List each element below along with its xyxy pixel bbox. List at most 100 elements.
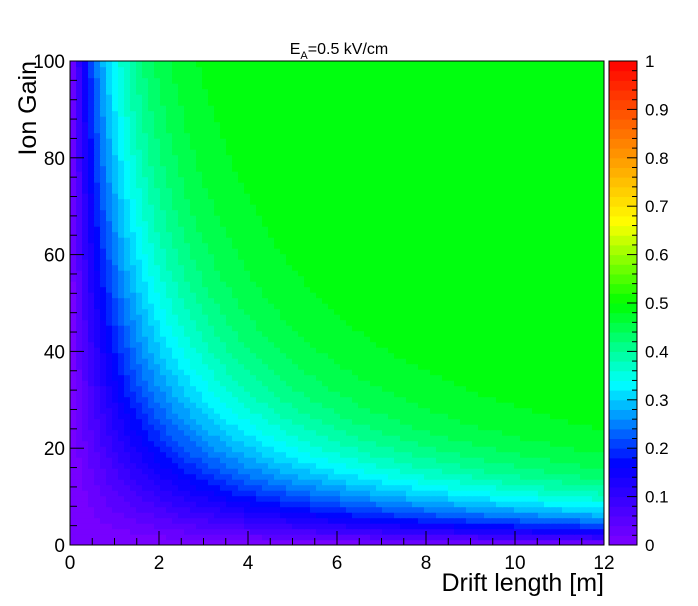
heatmap-cell: [592, 418, 599, 425]
heatmap-cell: [340, 528, 347, 535]
heatmap-cell: [88, 440, 95, 447]
heatmap-cell: [274, 495, 281, 502]
heatmap-cell: [94, 517, 101, 524]
heatmap-cell: [232, 413, 239, 420]
heatmap-cell: [190, 286, 197, 293]
heatmap-cell: [304, 358, 311, 365]
heatmap-cell: [490, 237, 497, 244]
heatmap-cell: [376, 490, 383, 497]
heatmap-cell: [520, 451, 527, 458]
heatmap-cell: [436, 473, 443, 480]
heatmap-cell: [328, 352, 335, 359]
heatmap-cell: [262, 319, 269, 326]
heatmap-cell: [100, 358, 107, 365]
heatmap-cell: [88, 341, 95, 348]
heatmap-cell: [190, 440, 197, 447]
heatmap-cell: [340, 248, 347, 255]
heatmap-cell: [520, 336, 527, 343]
heatmap-cell: [388, 396, 395, 403]
heatmap-cell: [202, 352, 209, 359]
heatmap-cell: [496, 402, 503, 409]
heatmap-cell: [466, 297, 473, 304]
heatmap-cell: [196, 539, 203, 545]
heatmap-cell: [436, 330, 443, 337]
heatmap-cell: [418, 325, 425, 332]
heatmap-cell: [172, 314, 179, 321]
heatmap-cell: [352, 385, 359, 392]
heatmap-cell: [562, 528, 569, 535]
heatmap-cell: [346, 440, 353, 447]
heatmap-cell: [562, 490, 569, 497]
heatmap-cell: [178, 413, 185, 420]
heatmap-cell: [316, 429, 323, 436]
heatmap-cell: [352, 512, 359, 519]
heatmap-cell: [154, 259, 161, 266]
heatmap-cell: [478, 314, 485, 321]
heatmap-cell: [496, 451, 503, 458]
heatmap-cell: [214, 473, 221, 480]
heatmap-cell: [568, 457, 575, 464]
heatmap-cell: [190, 539, 197, 545]
heatmap-cell: [112, 248, 119, 255]
heatmap-cell: [412, 462, 419, 469]
heatmap-cell: [376, 440, 383, 447]
heatmap-cell: [496, 429, 503, 436]
heatmap-cell: [520, 523, 527, 530]
heatmap-cell: [262, 303, 269, 310]
heatmap-cell: [592, 314, 599, 321]
heatmap-cell: [424, 523, 431, 530]
heatmap-cell: [190, 330, 197, 337]
heatmap-cell: [382, 446, 389, 453]
heatmap-cell: [574, 473, 581, 480]
heatmap-cell: [334, 275, 341, 282]
heatmap-cell: [178, 303, 185, 310]
heatmap-cell: [538, 506, 545, 513]
heatmap-cell: [220, 490, 227, 497]
heatmap-cell: [442, 380, 449, 387]
heatmap-cell: [484, 484, 491, 491]
heatmap-cell: [100, 479, 107, 486]
heatmap-cell: [304, 473, 311, 480]
heatmap-cell: [388, 479, 395, 486]
heatmap-cell: [280, 484, 287, 491]
heatmap-cell: [106, 446, 113, 453]
heatmap-cell: [154, 473, 161, 480]
heatmap-cell: [514, 429, 521, 436]
heatmap-cell: [268, 528, 275, 535]
heatmap-cell: [538, 308, 545, 315]
heatmap-cell: [448, 380, 455, 387]
heatmap-cell: [202, 429, 209, 436]
heatmap-cell: [256, 253, 263, 260]
heatmap-cell: [376, 275, 383, 282]
heatmap-cell: [346, 407, 353, 414]
heatmap-cell: [232, 264, 239, 271]
heatmap-cell: [550, 429, 557, 436]
heatmap-cell: [580, 495, 587, 502]
heatmap-cell: [322, 457, 329, 464]
heatmap-cell: [316, 506, 323, 513]
heatmap-cell: [106, 286, 113, 293]
heatmap-cell: [130, 325, 137, 332]
heatmap-cell: [328, 457, 335, 464]
heatmap-cell: [484, 347, 491, 354]
heatmap-cell: [196, 281, 203, 288]
heatmap-cell: [214, 275, 221, 282]
heatmap-cell: [184, 473, 191, 480]
heatmap-cell: [568, 369, 575, 376]
heatmap-cell: [184, 429, 191, 436]
heatmap-cell: [454, 451, 461, 458]
heatmap-cell: [250, 473, 257, 480]
heatmap-cell: [580, 275, 587, 282]
heatmap-cell: [460, 391, 467, 398]
heatmap-cell: [466, 517, 473, 524]
heatmap-cell: [286, 336, 293, 343]
heatmap-cell: [586, 495, 593, 502]
heatmap-cell: [448, 336, 455, 343]
heatmap-cell: [424, 402, 431, 409]
heatmap-cell: [286, 330, 293, 337]
heatmap-cell: [94, 473, 101, 480]
heatmap-cell: [448, 374, 455, 381]
heatmap-cell: [88, 457, 95, 464]
heatmap-cell: [490, 479, 497, 486]
heatmap-cell: [388, 484, 395, 491]
